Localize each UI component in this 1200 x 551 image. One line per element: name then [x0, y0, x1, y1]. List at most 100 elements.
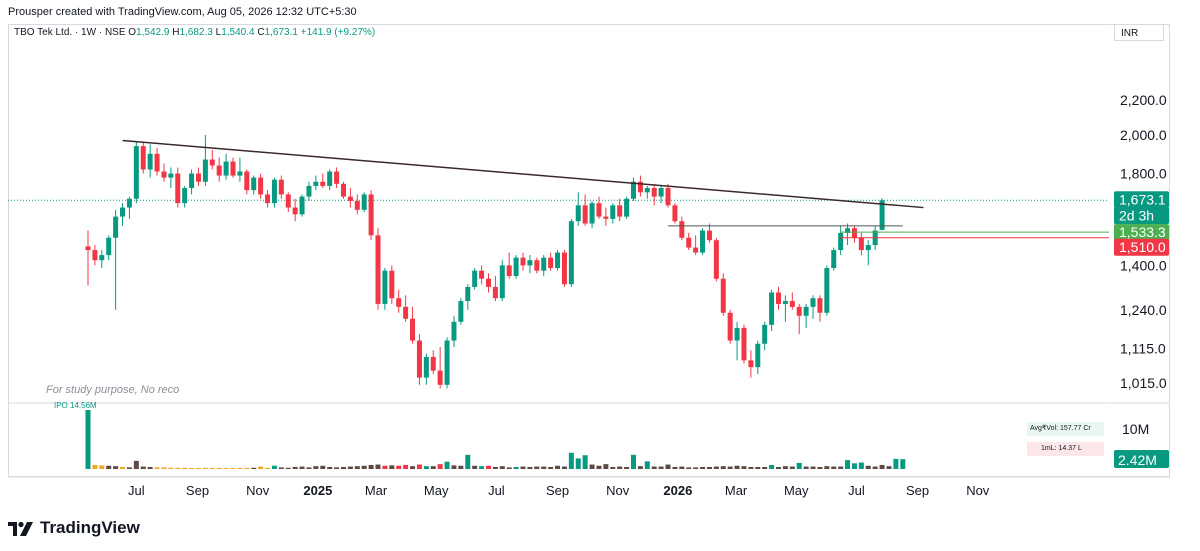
time-tick-label: Jul	[848, 483, 865, 498]
candle	[209, 149, 215, 170]
price-tick-label: 1,400.0	[1120, 257, 1167, 273]
volume-bar	[416, 464, 422, 469]
candle-body	[555, 252, 561, 269]
volume-bar	[727, 466, 733, 469]
volume-bar	[313, 466, 319, 469]
candle	[375, 228, 381, 310]
volume-bar	[189, 468, 195, 469]
candle-body	[161, 171, 167, 178]
price-tag-bg	[1114, 224, 1169, 242]
candle-body	[403, 306, 409, 319]
candle-body	[451, 321, 457, 341]
candle	[423, 353, 429, 385]
volume-bar	[113, 466, 119, 469]
candle	[589, 200, 595, 229]
candle-body	[672, 205, 678, 222]
candle	[306, 181, 312, 201]
price-axis[interactable]: 2,200.0 2,000.0 1,800.0 1,400.0 1,240.0 1,115…	[1120, 92, 1167, 437]
volume-bar	[292, 466, 298, 469]
volume-bar	[713, 466, 719, 469]
volume-tag-label: 2.42M	[1118, 452, 1157, 468]
candle-body	[430, 356, 436, 371]
candle	[679, 216, 685, 241]
candle-body	[251, 177, 257, 191]
candle-body	[182, 188, 188, 204]
candle-body	[838, 232, 844, 251]
candle	[796, 303, 802, 335]
candle	[624, 196, 630, 219]
volume-bar	[865, 465, 871, 469]
candle-body	[285, 194, 291, 208]
time-axis[interactable]: Jul Sep Nov 2025 Mar May Jul Sep Nov 2026 Mar May Ju…	[128, 483, 990, 498]
candle-body	[368, 194, 374, 236]
candle-body	[582, 205, 588, 224]
candle-body	[824, 268, 830, 313]
candle	[202, 135, 208, 186]
candle	[610, 203, 616, 224]
tradingview-logo[interactable]: TradingView	[8, 516, 140, 540]
volume-bar	[617, 466, 623, 469]
candle	[168, 167, 174, 189]
candle	[479, 265, 485, 285]
candle	[237, 157, 243, 182]
candle	[658, 185, 664, 204]
time-tick-label: Jul	[128, 483, 145, 498]
volume-bar	[485, 465, 491, 469]
currency-button[interactable]: INR	[1114, 24, 1164, 41]
candle-body	[147, 153, 153, 170]
candle-body	[92, 250, 98, 261]
study-note: For study purpose, No reco	[46, 384, 180, 396]
volume-bar	[900, 459, 906, 469]
candle	[782, 295, 788, 322]
candle-body	[541, 257, 547, 271]
price-tags: 1,673.12d 3h1,533.31,510.0 2.42M	[1114, 191, 1169, 468]
candle-body	[803, 306, 809, 316]
candle-body	[748, 360, 754, 368]
volume-bar	[437, 464, 443, 469]
volume-bar	[430, 466, 436, 469]
symbol-name[interactable]: TBO Tek Ltd. · 1W · NSE	[14, 27, 126, 38]
candle-body	[416, 340, 422, 378]
candle-body	[278, 179, 284, 195]
candle	[485, 273, 491, 293]
candle	[803, 303, 809, 328]
candle	[99, 250, 105, 269]
candle-body	[624, 198, 630, 217]
candle-body	[720, 278, 726, 313]
candle	[195, 167, 201, 186]
volume-bar	[320, 465, 326, 469]
candle-body	[845, 228, 851, 233]
candle-body	[485, 278, 491, 287]
volume-bar	[168, 467, 174, 469]
candle-body	[258, 177, 264, 195]
avg-volume-label: Avg₹Vol: 157.77 Cr	[1027, 422, 1104, 436]
volume-bar	[658, 466, 664, 469]
price-tag-label: 2d 3h	[1119, 207, 1154, 223]
volume-bar	[782, 466, 788, 469]
volume-bar	[479, 466, 485, 469]
volume-bar	[596, 465, 602, 469]
candle-body	[189, 173, 195, 189]
candle	[244, 169, 250, 195]
candle	[603, 207, 609, 226]
volume-bar	[244, 468, 250, 469]
volume-bar	[209, 468, 215, 469]
candle	[492, 276, 498, 302]
volume-bar	[651, 466, 657, 469]
candle	[347, 188, 353, 208]
candle-body	[313, 181, 319, 186]
candle-body	[85, 246, 91, 251]
candle-body	[858, 237, 864, 251]
candle-body	[327, 171, 333, 186]
candle	[644, 185, 650, 199]
candle-body	[396, 298, 402, 307]
candle	[713, 237, 719, 282]
candle	[389, 265, 395, 304]
candle	[769, 289, 775, 332]
volume-bar	[831, 466, 837, 469]
candle	[251, 175, 257, 195]
drawn-lines	[122, 139, 1109, 239]
volume-bar	[824, 466, 830, 469]
volume-bar	[458, 465, 464, 469]
